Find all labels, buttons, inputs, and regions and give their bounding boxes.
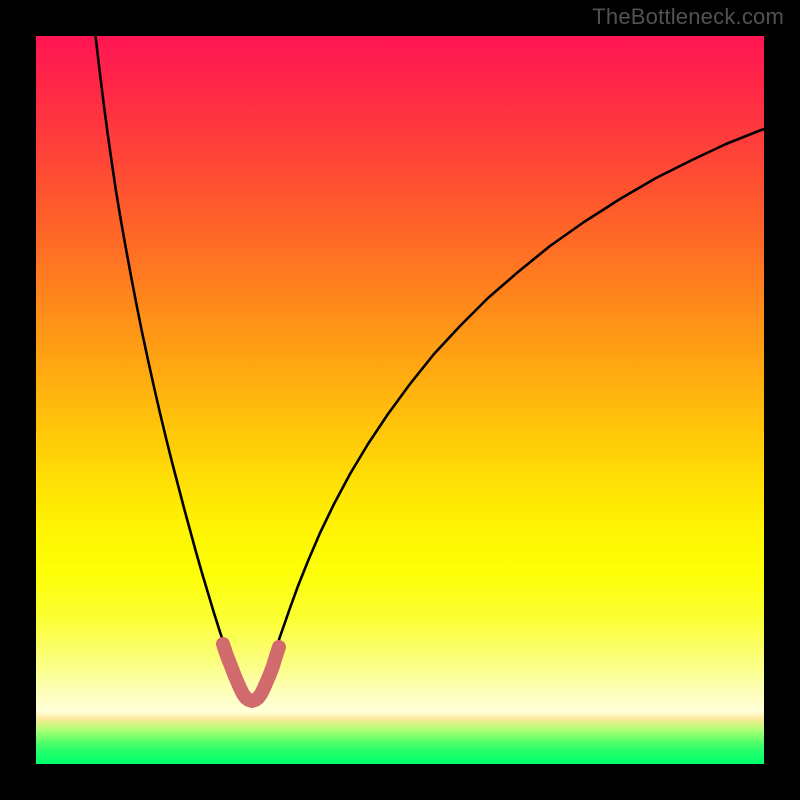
watermark-text: TheBottleneck.com [592, 4, 784, 30]
chart-canvas [36, 36, 764, 764]
figure-frame: TheBottleneck.com [0, 0, 800, 800]
gradient-background [36, 36, 764, 764]
plot-area [36, 36, 764, 764]
